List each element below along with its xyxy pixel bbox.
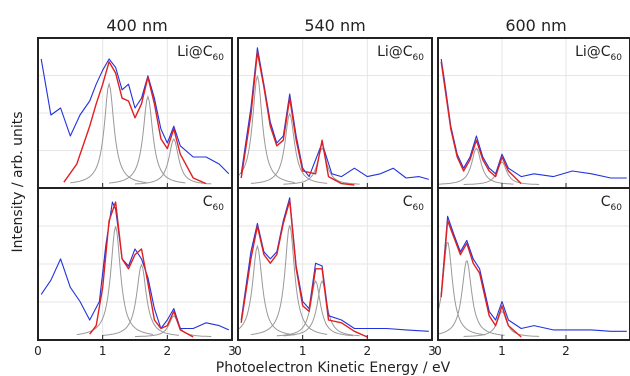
component-peak (250, 225, 328, 335)
component-peak (70, 82, 147, 184)
panel-frame (437, 187, 630, 341)
x-tick-label: 1 (299, 344, 307, 358)
species-name: C (403, 194, 413, 210)
experiment-line (240, 197, 429, 332)
species-subscript: 60 (213, 53, 225, 63)
species-subscript: 60 (413, 203, 425, 213)
species-name: Li@C (177, 44, 213, 60)
species-name: C (601, 194, 611, 210)
x-tick-label: 1 (498, 344, 506, 358)
experiment-line (440, 215, 627, 332)
species-name: C (203, 194, 213, 210)
column-title-540nm: 540 nm (304, 16, 365, 35)
component-peak (250, 112, 328, 184)
fit-line (63, 61, 207, 185)
fit-line (440, 61, 522, 185)
fit-line (89, 201, 194, 338)
species-subscript: 60 (413, 53, 425, 63)
x-tick-label: 3 (428, 344, 436, 358)
species-label: Li@C60 (377, 44, 424, 63)
x-tick-label: 2 (364, 344, 372, 358)
x-tick-label: 2 (562, 344, 570, 358)
fit-line (440, 219, 522, 338)
x-tick-label: 0 (434, 344, 442, 358)
x-tick-label: 0 (234, 344, 242, 358)
component-peak (283, 147, 360, 185)
component-peak (102, 263, 180, 336)
x-tick-label: 2 (164, 344, 172, 358)
component-peak (237, 244, 295, 336)
component-peak (437, 260, 505, 336)
x-tick-label: 3 (228, 344, 236, 358)
species-subscript: 60 (611, 203, 623, 213)
component-peak (134, 138, 212, 185)
component-peak (437, 147, 514, 185)
species-label: C60 (203, 194, 225, 213)
panel-frame (237, 187, 433, 341)
species-label: Li@C60 (575, 44, 622, 63)
x-axis-label: Photoelectron Kinetic Energy / eV (216, 360, 451, 376)
experiment-line (240, 47, 429, 180)
component-peak (109, 94, 186, 184)
species-subscript: 60 (213, 203, 225, 213)
column-title-400nm: 400 nm (106, 16, 167, 35)
x-tick-label: 0 (34, 344, 42, 358)
species-label: C60 (601, 194, 623, 213)
component-peak (463, 161, 540, 185)
species-name: Li@C (575, 44, 611, 60)
panel-li-600nm: Li@C60 (437, 37, 630, 189)
experiment-line (40, 58, 230, 175)
panel-li-400nm: Li@C60 (37, 37, 233, 189)
component-peak (135, 315, 212, 337)
component-peak (237, 75, 295, 183)
panel-c60-600nm: C60 0 1 2 (434, 187, 630, 358)
component-peak (463, 310, 540, 337)
column-title-600nm: 600 nm (505, 16, 566, 35)
component-peak (276, 279, 354, 337)
component-peak (76, 226, 154, 336)
species-label: C60 (403, 194, 425, 213)
panel-li-540nm: Li@C60 (237, 37, 433, 189)
panel-c60-540nm: C60 0 1 2 3 (234, 187, 436, 358)
species-subscript: 60 (611, 53, 623, 63)
experiment-line (40, 201, 230, 331)
x-tick-label: 1 (99, 344, 107, 358)
species-label: Li@C60 (177, 44, 224, 63)
y-axis-label: Intensity / arb. units (10, 111, 26, 252)
fit-line (240, 51, 355, 186)
fit-line (240, 199, 368, 338)
component-peak (283, 279, 360, 337)
panel-frame (37, 187, 233, 341)
component-peak (437, 242, 486, 336)
panel-c60-400nm: C60 0 1 2 3 (34, 187, 236, 358)
species-name: Li@C (377, 44, 413, 60)
